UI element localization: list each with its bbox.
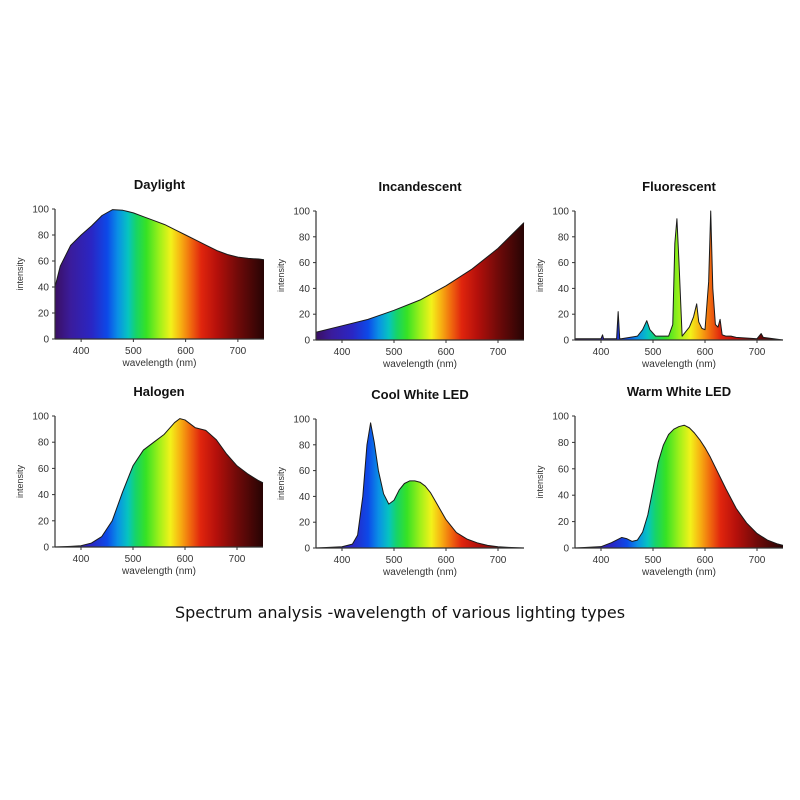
spectrum-outline: [54, 209, 265, 288]
x-axis-label: wavelength (nm): [122, 358, 197, 369]
y-tick-label: 80: [299, 232, 311, 243]
y-tick-label: 20: [38, 309, 50, 320]
y-tick-label: 40: [38, 490, 50, 501]
x-tick-label: 700: [490, 347, 507, 358]
y-tick-label: 60: [558, 258, 570, 269]
x-tick-label: 600: [177, 554, 194, 565]
chart-title: Daylight: [134, 177, 186, 192]
spectrum-area: [316, 222, 524, 340]
y-tick-label: 40: [299, 284, 311, 295]
x-tick-label: 600: [697, 555, 714, 566]
y-tick-label: 80: [38, 438, 50, 449]
y-tick-label: 20: [558, 517, 570, 528]
y-tick-label: 20: [38, 516, 50, 527]
x-axis-label: wavelength (nm): [641, 567, 716, 578]
chart-title: Incandescent: [378, 179, 462, 194]
y-axis-label: intensity: [15, 257, 25, 291]
x-tick-label: 500: [125, 554, 142, 565]
chart-panel-2: Fluorescent 0 20 40 60 80 100 400 500 600 700 wavel…: [535, 179, 784, 370]
y-tick-label: 60: [299, 258, 311, 269]
x-tick-label: 500: [645, 347, 662, 358]
spectrum-outline: [575, 210, 784, 341]
spectrum-area: [55, 209, 264, 339]
x-tick-label: 500: [645, 555, 662, 566]
y-tick-label: 60: [38, 464, 50, 475]
x-tick-label: 400: [593, 347, 610, 358]
chart-panel-1: Incandescent 0 20 40 60 80 100 400 500 600 700 wave…: [276, 179, 525, 370]
y-tick-label: 40: [299, 492, 311, 503]
spectrum-area: [55, 418, 263, 547]
spectrum-area: [316, 422, 524, 548]
y-tick-label: 60: [38, 257, 50, 268]
y-tick-label: 100: [32, 205, 49, 216]
x-tick-label: 600: [697, 347, 714, 358]
chart-panel-0: Daylight 0 20 40 60 80 100 400 500 600 700 waveleng…: [15, 177, 265, 369]
x-tick-label: 400: [73, 346, 90, 357]
spectrum-outline: [54, 418, 264, 548]
x-tick-label: 600: [438, 347, 455, 358]
chart-panel-3: Halogen 0 20 40 60 80 100 400 500 600 700 wavelengt…: [15, 384, 264, 577]
y-tick-label: 40: [38, 283, 50, 294]
spectrum-outline: [315, 422, 525, 549]
x-tick-label: 500: [125, 346, 142, 357]
x-tick-label: 400: [593, 555, 610, 566]
y-tick-label: 40: [558, 284, 570, 295]
y-tick-label: 0: [304, 336, 310, 347]
chart-title: Cool White LED: [371, 387, 469, 402]
x-tick-label: 700: [490, 555, 507, 566]
x-tick-label: 700: [749, 347, 766, 358]
x-axis-label: wavelength (nm): [641, 359, 716, 370]
x-tick-label: 700: [230, 346, 247, 357]
figure-caption: Spectrum analysis -wavelength of various…: [174, 603, 626, 622]
y-tick-label: 0: [43, 335, 49, 346]
x-tick-label: 500: [386, 555, 403, 566]
y-tick-label: 80: [38, 231, 50, 242]
y-axis-label: intensity: [276, 466, 286, 500]
x-axis-label: wavelength (nm): [382, 359, 457, 370]
spectrum-area: [575, 425, 783, 548]
x-tick-label: 400: [73, 554, 90, 565]
y-tick-label: 80: [299, 440, 311, 451]
y-tick-label: 60: [558, 464, 570, 475]
chart-title: Warm White LED: [627, 384, 731, 399]
chart-panel-5: Warm White LED 0 20 40 60 80 100 400 500 600 700 wa…: [535, 384, 784, 578]
x-tick-label: 700: [229, 554, 246, 565]
x-tick-label: 600: [438, 555, 455, 566]
y-axis-label: intensity: [15, 464, 25, 498]
y-axis-label: intensity: [276, 258, 286, 292]
x-tick-label: 700: [749, 555, 766, 566]
spectrum-outline: [574, 424, 784, 549]
y-tick-label: 0: [563, 544, 569, 555]
y-tick-label: 20: [299, 518, 311, 529]
chart-title: Fluorescent: [642, 179, 716, 194]
y-tick-label: 20: [299, 310, 311, 321]
y-tick-label: 60: [299, 466, 311, 477]
y-tick-label: 0: [43, 543, 49, 554]
chart-panel-4: Cool White LED 0 20 40 60 80 100 400 500 600 700 wa…: [276, 387, 525, 578]
y-tick-label: 0: [304, 544, 310, 555]
x-tick-label: 400: [334, 555, 351, 566]
y-tick-label: 100: [293, 415, 310, 426]
y-tick-label: 80: [558, 438, 570, 449]
chart-title: Halogen: [133, 384, 184, 399]
spectrum-outline: [315, 222, 525, 333]
y-tick-label: 100: [552, 207, 569, 218]
y-tick-label: 0: [563, 336, 569, 347]
y-axis-label: intensity: [535, 465, 545, 499]
x-tick-label: 600: [177, 346, 194, 357]
y-tick-label: 100: [552, 412, 569, 423]
x-tick-label: 400: [334, 347, 351, 358]
y-tick-label: 40: [558, 491, 570, 502]
x-axis-label: wavelength (nm): [121, 566, 196, 577]
y-tick-label: 100: [293, 207, 310, 218]
y-tick-label: 20: [558, 310, 570, 321]
x-axis-label: wavelength (nm): [382, 567, 457, 578]
y-tick-label: 80: [558, 232, 570, 243]
spectrum-area: [575, 211, 783, 340]
y-tick-label: 100: [32, 412, 49, 423]
x-tick-label: 500: [386, 347, 403, 358]
y-axis-label: intensity: [535, 258, 545, 292]
